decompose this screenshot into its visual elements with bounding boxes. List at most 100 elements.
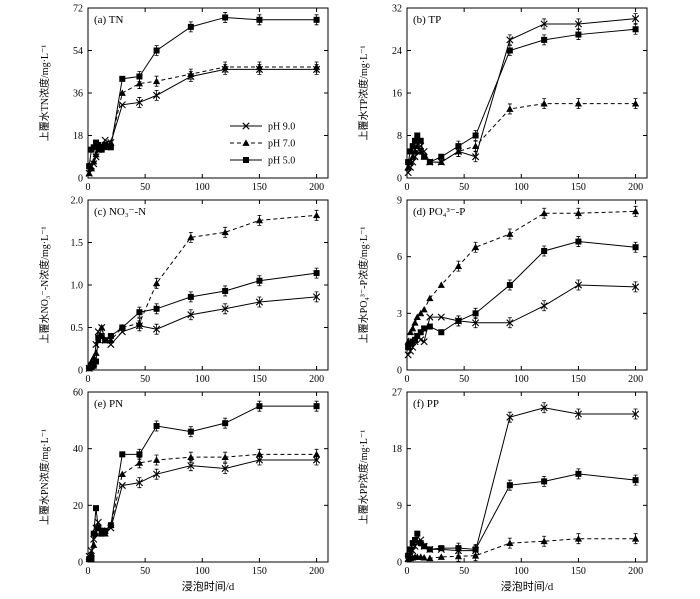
data-point <box>119 75 126 82</box>
y-tick-label: 0 <box>78 366 83 377</box>
data-point <box>632 477 639 484</box>
data-point <box>256 403 263 410</box>
data-point <box>426 313 434 321</box>
panel-2: 0 8 16 24 32 0 50 100 150 200 (b) TP 上覆水TP浓度/mg·L⁻¹ <box>357 4 648 193</box>
series-line <box>407 407 636 560</box>
data-point <box>574 20 583 28</box>
data-point <box>471 319 480 327</box>
series-ph-7.0 <box>85 209 321 369</box>
data-point <box>118 101 126 109</box>
plot-frame <box>406 7 648 179</box>
data-point <box>107 522 114 529</box>
data-point <box>541 36 548 43</box>
data-point <box>255 216 264 224</box>
x-tick-label: 100 <box>195 566 210 577</box>
series-line <box>407 18 636 173</box>
data-point <box>421 153 428 160</box>
series-ph-9.0 <box>85 291 321 372</box>
x-tick-label: 200 <box>628 374 643 385</box>
data-point <box>417 329 424 336</box>
plot-frame <box>406 391 648 563</box>
x-tick-label: 100 <box>195 374 210 385</box>
data-point <box>426 554 434 562</box>
series-ph-9.0 <box>404 402 640 563</box>
x-tick-label: 0 <box>86 374 91 385</box>
y-tick-label: 9 <box>397 501 402 512</box>
data-point <box>92 349 100 356</box>
data-point <box>409 153 417 160</box>
y-tick-label: 8 <box>397 131 402 142</box>
x-tick-label: 200 <box>628 182 643 193</box>
x-tick-label: 0 <box>86 182 91 193</box>
x-tick-label: 50 <box>140 566 150 577</box>
data-point <box>472 132 479 139</box>
legend-marker <box>243 157 249 163</box>
data-point <box>540 100 548 107</box>
data-point <box>404 163 412 171</box>
series-ph-5.0 <box>86 400 320 563</box>
series-ph-9.0 <box>404 13 640 177</box>
data-point <box>412 137 418 144</box>
x-tick-label: 0 <box>405 566 410 577</box>
data-point <box>86 163 93 170</box>
series-line <box>88 66 317 174</box>
series-line <box>88 272 317 369</box>
data-point <box>631 15 640 23</box>
x-tick-label: 50 <box>459 182 469 193</box>
data-point <box>540 209 548 217</box>
data-point <box>102 337 109 344</box>
x-tick-label: 200 <box>309 374 324 385</box>
x-tick-label: 50 <box>459 374 469 385</box>
data-point <box>221 228 229 236</box>
data-point <box>575 470 582 477</box>
series-line <box>88 453 317 560</box>
data-point <box>187 293 194 300</box>
data-point <box>454 552 463 560</box>
y-axis-label: 上覆水NO₃⁻-N浓度/mg·L⁻¹ <box>38 226 51 343</box>
data-point <box>135 459 144 466</box>
data-point <box>90 144 97 151</box>
data-point <box>255 456 264 464</box>
data-point <box>95 141 102 148</box>
data-point <box>631 535 640 542</box>
series-ph-5.0 <box>405 236 639 351</box>
series-ph-9.0 <box>85 454 321 560</box>
data-point <box>506 319 514 327</box>
data-point <box>541 478 548 485</box>
y-tick-label: 60 <box>73 388 83 399</box>
y-tick-label: 16 <box>392 89 402 100</box>
y-tick-label: 0 <box>397 366 402 377</box>
y-tick-label: 2.0 <box>71 196 84 207</box>
plot-frame <box>87 199 329 371</box>
y-tick-label: 1.5 <box>71 238 84 249</box>
data-point <box>255 450 264 458</box>
series-line <box>89 405 317 560</box>
data-point <box>631 100 640 107</box>
data-point <box>102 141 109 148</box>
data-point <box>118 470 126 478</box>
x-axis-label: 浸泡时间/d <box>501 579 554 593</box>
data-point <box>93 505 99 512</box>
x-tick-label: 100 <box>514 374 529 385</box>
y-tick-label: 32 <box>392 4 402 15</box>
data-point <box>92 150 100 158</box>
panel-title: (d) PO₄³⁻-P <box>413 206 465 218</box>
y-tick-label: 3 <box>397 309 402 320</box>
data-point <box>506 282 513 288</box>
y-tick-label: 6 <box>397 252 402 263</box>
data-point <box>404 351 412 359</box>
series-line <box>407 210 636 342</box>
series-line <box>407 284 636 356</box>
data-point <box>119 324 126 331</box>
panel-title: (a) TN <box>94 14 123 26</box>
data-point <box>438 153 445 160</box>
data-point <box>574 100 583 107</box>
data-point <box>187 233 195 241</box>
data-point <box>454 262 463 269</box>
data-point <box>153 305 160 312</box>
data-point <box>313 270 320 277</box>
data-point <box>107 333 114 339</box>
x-tick-label: 150 <box>252 182 267 193</box>
data-point <box>118 89 126 96</box>
data-point <box>136 309 143 316</box>
